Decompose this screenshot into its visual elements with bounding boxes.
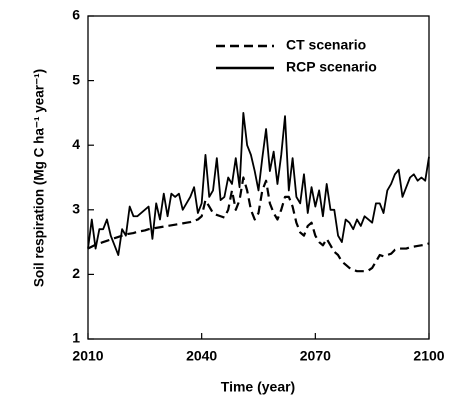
y-tick-label: 5	[72, 71, 80, 87]
y-tick-label: 6	[72, 7, 80, 23]
y-tick-label: 3	[72, 201, 80, 217]
x-tick-label: 2010	[72, 348, 103, 364]
x-axis-label: Time (year)	[221, 379, 295, 395]
y-axis-label: Soil respiration (Mg C ha⁻¹ year⁻¹)	[32, 69, 47, 287]
series-line	[87, 112, 430, 256]
legend-label: RCP scenario	[286, 59, 377, 75]
x-tick-label: 2100	[413, 348, 444, 364]
legend-label: CT scenario	[286, 37, 366, 53]
plot-frame	[87, 15, 430, 340]
y-tick-label: 1	[72, 330, 80, 346]
series-line	[87, 176, 430, 273]
x-tick-label: 2040	[186, 348, 217, 364]
x-tick-label: 2070	[300, 348, 331, 364]
y-tick-label: 2	[72, 265, 80, 281]
y-tick-label: 4	[72, 136, 80, 152]
